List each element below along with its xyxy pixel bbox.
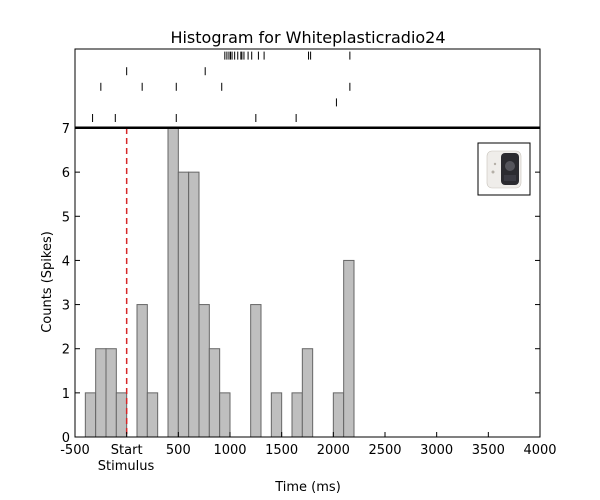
- histogram-bar: [146, 392, 159, 438]
- histogram-bar: [188, 171, 200, 438]
- y-tick-label: 0: [62, 431, 70, 446]
- y-tick-label: 7: [62, 122, 70, 137]
- y-tick-label: 3: [62, 299, 70, 314]
- x-tick-label: 3500: [472, 443, 505, 458]
- x-axis-label: Time (ms): [274, 480, 341, 495]
- x-tick-label: 3000: [420, 443, 453, 458]
- histogram-bar: [105, 348, 117, 438]
- y-tick-label: 1: [62, 387, 70, 402]
- spike-raster-panel: [92, 51, 351, 122]
- histogram-bar: [136, 304, 148, 438]
- histogram-bar: [208, 348, 221, 438]
- y-tick-label: 6: [62, 166, 70, 181]
- x-tick-label: 1000: [213, 443, 246, 458]
- histogram-bar: [198, 304, 210, 438]
- y-axis-ticks: 0 1 2 3 4 5 6 7: [62, 122, 540, 446]
- histogram-bar: [84, 392, 97, 438]
- x-tick-sublabel: Stimulus: [98, 459, 155, 474]
- x-tick-label: 2000: [317, 443, 350, 458]
- x-tick-label: Start: [111, 443, 143, 458]
- x-tick-label: -500: [60, 443, 90, 458]
- x-tick-label: 2500: [368, 443, 401, 458]
- histogram-bar: [95, 348, 107, 438]
- x-axis-ticks: -500 Start 500 1000 1500 2000 2500 3000 3500 4000: [60, 432, 557, 458]
- histogram-bar: [177, 171, 190, 438]
- histogram-bar: [250, 304, 262, 438]
- x-tick-label: 4000: [523, 443, 556, 458]
- x-tick-label: 1500: [265, 443, 298, 458]
- histogram-bar: [343, 259, 355, 438]
- histogram-bars: [84, 127, 355, 438]
- histogram-bar: [219, 392, 231, 438]
- histogram-bar: [167, 127, 179, 438]
- histogram-bar: [270, 392, 283, 438]
- y-tick-label: 4: [62, 254, 70, 269]
- histogram-bar: [115, 392, 128, 438]
- histogram-bar: [332, 392, 345, 438]
- raster-panel-frame: [74, 48, 541, 128]
- chart-title: Histogram for Whiteplasticradio24: [170, 28, 445, 47]
- y-tick-label: 2: [62, 343, 70, 358]
- histogram-bar: [291, 392, 303, 438]
- histogram-bar: [301, 348, 314, 438]
- x-tick-label: 500: [166, 443, 191, 458]
- y-tick-label: 5: [62, 210, 70, 225]
- radio-photo-inset: [477, 142, 531, 196]
- y-axis-label: Counts (Spikes): [40, 231, 55, 333]
